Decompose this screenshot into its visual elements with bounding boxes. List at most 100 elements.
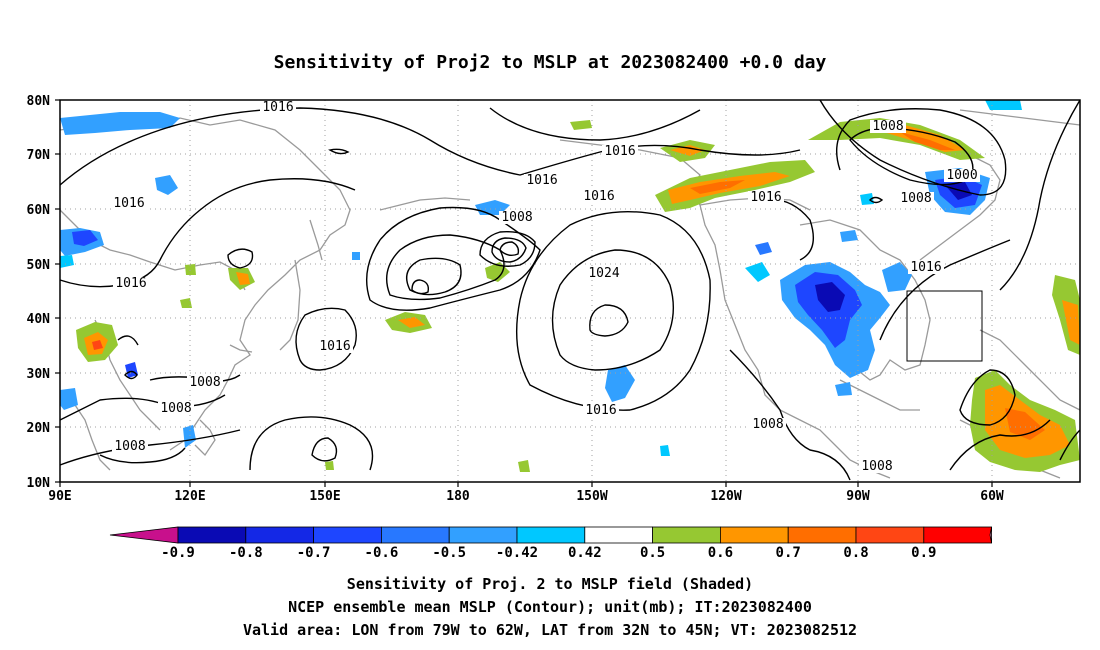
shade-negative	[183, 425, 196, 448]
colorbar-segment	[245, 526, 315, 544]
shade-positive	[518, 460, 530, 472]
contour-label: 1016	[585, 403, 616, 418]
contour-labels: 1016 1016 1016 1016 1016 1016 1016 1016 1008 1008…	[111, 100, 980, 474]
contour-label-bg	[870, 120, 906, 133]
contour-label-bg	[111, 197, 147, 210]
contour-label: 1008	[752, 417, 783, 432]
colorbar-tick-label: 0.9	[911, 545, 936, 561]
lon-label: 120E	[174, 489, 205, 504]
lon-label: 120W	[710, 489, 741, 504]
contour-label: 1008	[900, 191, 931, 206]
map-frame	[59, 99, 1081, 483]
shade-positive	[236, 272, 250, 285]
shade-negative	[660, 445, 670, 456]
contour-label-bg	[524, 174, 560, 187]
contour-label-bg	[908, 261, 944, 274]
colorbar-tick-label: 0.8	[843, 545, 868, 561]
colorbar-segment	[448, 526, 518, 544]
caption-line: Valid area: LON from 79W to 62W, LAT fro…	[243, 621, 857, 639]
contour-label-bg	[499, 211, 535, 224]
chart-title: Sensitivity of Proj2 to MSLP at 20230824…	[274, 52, 827, 73]
shade-negative	[60, 388, 78, 410]
colorbar-tick-label: 0.6	[708, 545, 733, 561]
contour-label: 1016	[583, 189, 614, 204]
colorbar-tick-label: -0.7	[297, 545, 331, 561]
contour-label-bg	[602, 145, 638, 158]
contour-label: 1008	[160, 401, 191, 416]
caption-line: Sensitivity of Proj. 2 to MSLP field (Sh…	[347, 575, 753, 593]
shade-negative	[72, 230, 98, 246]
contour-label-bg	[158, 402, 194, 415]
contour-label: 1008	[501, 210, 532, 225]
lat-label: 80N	[27, 94, 51, 109]
contour-label-bg	[750, 418, 786, 431]
contour-label-bg	[586, 267, 622, 280]
colorbar-segment	[923, 526, 992, 544]
contour-label: 1016	[115, 276, 146, 291]
shade-negative	[352, 252, 360, 260]
colorbar-segment	[720, 526, 789, 544]
contour-label: 1008	[861, 459, 892, 474]
lon-label: 90W	[846, 489, 870, 504]
shade-positive	[1005, 408, 1045, 440]
lat-label: 30N	[27, 367, 51, 382]
shade-negative	[882, 262, 912, 292]
shade-negative	[745, 262, 770, 282]
colorbar-tick-label: -0.6	[365, 545, 399, 561]
contour-label: 1008	[189, 375, 220, 390]
captions: Sensitivity of Proj. 2 to MSLP field (Sh…	[243, 575, 857, 639]
shade-positive	[180, 298, 192, 308]
shade-negative	[815, 282, 845, 312]
caption-line: NCEP ensemble mean MSLP (Contour); unit(…	[288, 598, 812, 616]
lon-label: 150W	[576, 489, 607, 504]
lat-label: 60N	[27, 203, 51, 218]
shade-negative	[605, 365, 635, 402]
lat-label: 50N	[27, 258, 51, 273]
shade-positive	[670, 145, 705, 156]
axis-ticks	[55, 99, 993, 487]
shade-negative	[60, 255, 74, 268]
shade-positive	[690, 180, 745, 194]
lat-labels: 80N 70N 60N 50N 40N 30N 20N 10N	[27, 94, 51, 491]
colorbar-tick-label: -0.8	[229, 545, 263, 561]
shade-positive	[325, 461, 334, 470]
shade-negative	[860, 193, 874, 205]
colorbar-tick-label: 0.5	[640, 545, 665, 561]
colorbar-segment	[177, 526, 247, 544]
contour-label-bg	[583, 404, 619, 417]
contour-label: 1016	[526, 173, 557, 188]
lon-label: 180	[446, 489, 470, 504]
colorbar-end-right	[989, 526, 992, 544]
map-grid	[60, 100, 1080, 482]
shade-negative	[840, 230, 858, 242]
shade-positive	[570, 120, 592, 130]
lat-label: 20N	[27, 421, 51, 436]
contour-label: 1024	[588, 266, 619, 281]
colorbar-end-left	[109, 526, 179, 544]
shade-positive	[398, 317, 425, 328]
contour-label: 1008	[872, 119, 903, 134]
contour-label: 1016	[319, 339, 350, 354]
colorbar-segment	[313, 526, 382, 544]
contour-label-bg	[187, 376, 223, 389]
colorbar-segment	[584, 526, 653, 544]
lat-label: 70N	[27, 148, 51, 163]
contour-label-bg	[113, 277, 149, 290]
colorbar-segment	[787, 526, 857, 544]
lat-label: 40N	[27, 312, 51, 327]
contour-label-bg	[748, 191, 784, 204]
contour-label-bg	[859, 460, 895, 473]
colorbar-tick-label: 0.42	[568, 545, 602, 561]
contour-label: 1000	[946, 168, 977, 183]
sensitivity-shading	[60, 100, 1080, 472]
colorbar-tick-label: -0.42	[496, 545, 538, 561]
colorbar-segment	[855, 526, 925, 544]
contour-label-bg	[898, 192, 934, 205]
contour-label: 1016	[262, 100, 293, 115]
shade-positive	[92, 340, 103, 350]
shade-positive	[1062, 300, 1080, 345]
lon-label: 60W	[980, 489, 1004, 504]
contour-label-bg	[317, 340, 353, 353]
map-panel: 1016 1016 1016 1016 1016 1016 1016 1016 1008 1008…	[59, 99, 1081, 483]
